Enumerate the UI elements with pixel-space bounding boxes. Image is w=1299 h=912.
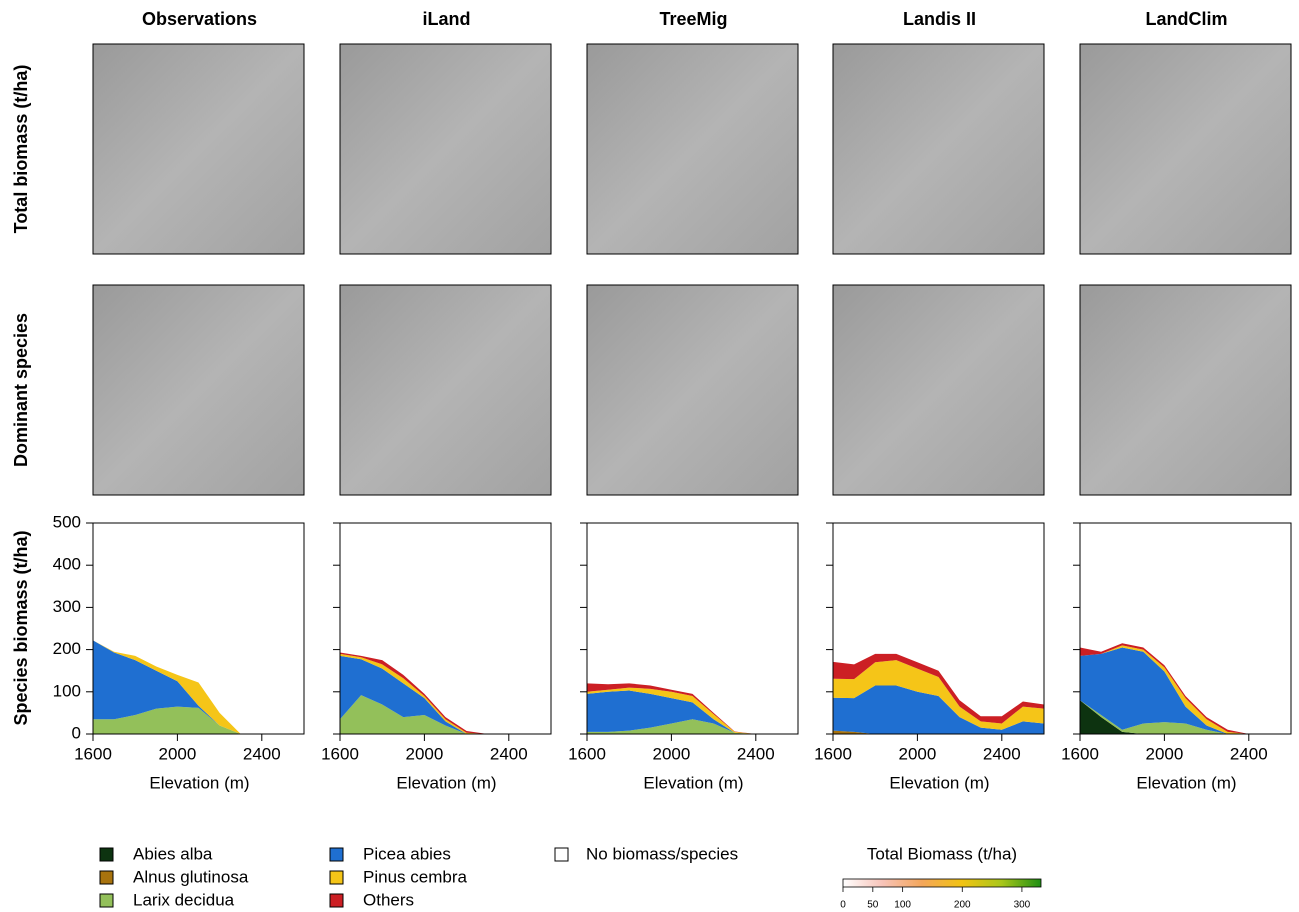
x-tick-label: 2400 <box>1230 744 1268 763</box>
legend-label: Pinus cembra <box>363 867 467 886</box>
colorbar <box>842 878 1042 888</box>
x-tick-label: 1600 <box>1061 744 1099 763</box>
area <box>1080 700 1291 734</box>
map-panel <box>339 284 552 496</box>
legend-swatch <box>554 847 569 862</box>
column-title: TreeMig <box>659 9 727 29</box>
x-tick-label: 2400 <box>737 744 775 763</box>
legend-label: Larix decidua <box>133 890 235 909</box>
legend-label: No biomass/species <box>586 844 738 863</box>
plot-frame <box>92 522 305 735</box>
colorbar-tick-label: 100 <box>894 900 911 911</box>
legend-swatch <box>99 893 114 908</box>
colorbar-title: Total Biomass (t/ha) <box>867 844 1017 863</box>
area <box>340 653 551 734</box>
area <box>1080 643 1291 734</box>
area <box>587 719 798 734</box>
map-panel <box>832 284 1045 496</box>
x-tick-label: 2400 <box>490 744 528 763</box>
column-title: LandClim <box>1145 9 1227 29</box>
colorbar-tick-label: 300 <box>1014 900 1031 911</box>
colorbar-tick-label: 50 <box>867 900 879 911</box>
y-tick-label: 300 <box>53 597 81 616</box>
legend-label: Picea abies <box>363 844 451 863</box>
x-axis-label: Elevation (m) <box>1136 773 1236 792</box>
colorbar-tick-label: 200 <box>954 900 971 911</box>
x-axis-label: Elevation (m) <box>149 773 249 792</box>
area <box>1080 700 1291 734</box>
map-panel <box>1079 43 1292 255</box>
x-axis-label: Elevation (m) <box>889 773 989 792</box>
area <box>340 655 551 734</box>
y-tick-label: 400 <box>53 555 81 574</box>
area <box>833 685 1044 734</box>
x-tick-label: 2000 <box>405 744 443 763</box>
map-panel <box>92 43 305 255</box>
legend-swatch <box>329 847 344 862</box>
row-label: Total biomass (t/ha) <box>11 65 31 234</box>
legend-label: Alnus glutinosa <box>133 867 249 886</box>
y-tick-label: 200 <box>53 639 81 658</box>
column-title: Observations <box>142 9 257 29</box>
x-tick-label: 1600 <box>814 744 852 763</box>
area <box>93 706 304 734</box>
legend-label: Abies alba <box>133 844 213 863</box>
plot-frame <box>832 522 1045 735</box>
x-tick-label: 1600 <box>74 744 112 763</box>
x-tick-label: 1600 <box>321 744 359 763</box>
map-panel <box>92 284 305 496</box>
map-panel <box>586 43 799 255</box>
area <box>587 690 798 734</box>
legend-swatch <box>329 870 344 885</box>
legend-swatch <box>99 847 114 862</box>
x-tick-label: 2000 <box>1145 744 1183 763</box>
area <box>93 640 304 734</box>
x-tick-label: 2000 <box>158 744 196 763</box>
plot-frame <box>339 522 552 735</box>
x-tick-label: 1600 <box>568 744 606 763</box>
area <box>1080 647 1291 734</box>
row-label: Dominant species <box>11 313 31 467</box>
area <box>340 695 551 734</box>
map-panel <box>586 284 799 496</box>
x-tick-label: 2400 <box>983 744 1021 763</box>
y-tick-label: 100 <box>53 681 81 700</box>
x-axis-label: Elevation (m) <box>643 773 743 792</box>
plot-frame <box>586 522 799 735</box>
legend-label: Others <box>363 890 414 909</box>
area <box>587 683 798 734</box>
x-tick-label: 2000 <box>898 744 936 763</box>
colorbar-tick-label: 0 <box>840 900 846 911</box>
area <box>340 652 551 734</box>
x-tick-label: 2400 <box>243 744 281 763</box>
legend-swatch <box>99 870 114 885</box>
y-tick-label: 500 <box>53 512 81 531</box>
area <box>833 660 1044 730</box>
area <box>93 640 304 734</box>
map-panel <box>339 43 552 255</box>
x-tick-label: 2000 <box>652 744 690 763</box>
map-panel <box>832 43 1045 255</box>
map-panel <box>1079 284 1292 496</box>
column-title: iLand <box>423 9 471 29</box>
area <box>587 687 798 734</box>
column-title: Landis II <box>903 9 976 29</box>
y-tick-label: 0 <box>72 723 81 742</box>
x-axis-label: Elevation (m) <box>396 773 496 792</box>
legend-swatch <box>329 893 344 908</box>
plot-frame <box>1079 522 1292 735</box>
y-axis-label: Species biomass (t/ha) <box>11 530 31 725</box>
